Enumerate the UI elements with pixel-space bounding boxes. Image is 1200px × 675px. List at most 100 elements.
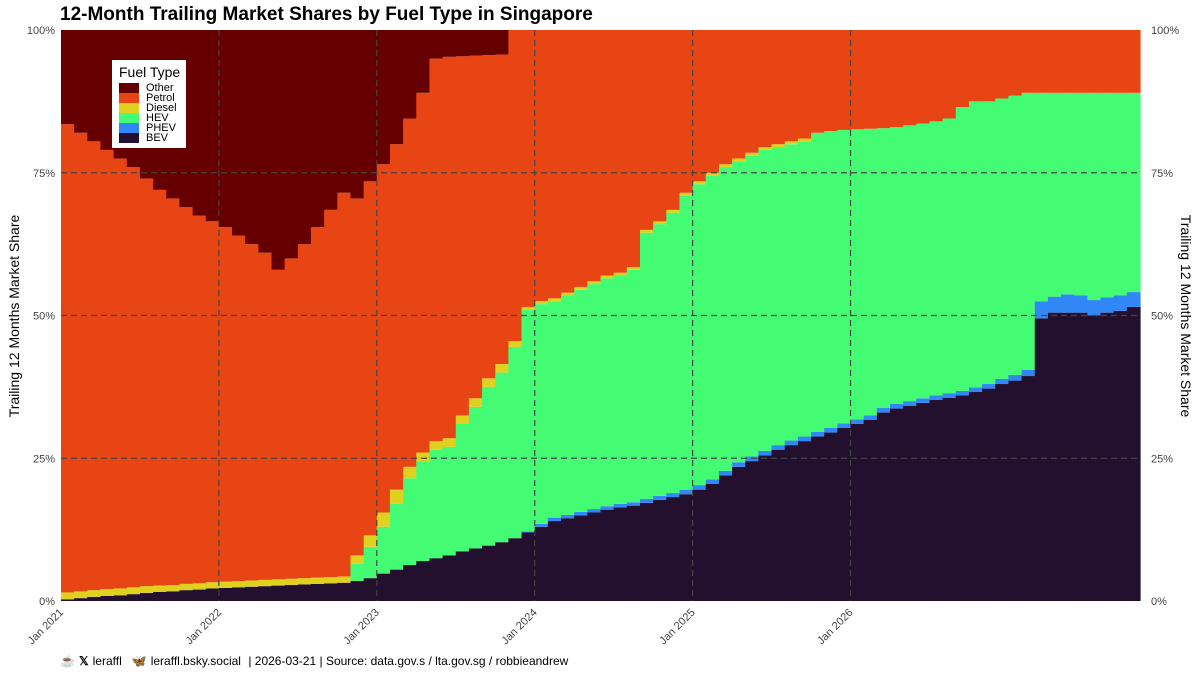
bar-phev-65: [916, 398, 931, 403]
bar-bev-66: [929, 400, 944, 601]
bar-diesel-18: [297, 578, 312, 585]
y-tick-left-2: 50%: [33, 311, 55, 323]
bar-hev-71: [995, 98, 1010, 379]
bar-other-13: [232, 30, 246, 236]
bar-phev-66: [929, 395, 944, 401]
bar-petrol-27: [416, 92, 431, 453]
legend-item-phev: PHEV: [119, 123, 180, 134]
legend: Fuel Type Other Petrol Diesel HEV PHEV BEV: [112, 60, 187, 148]
bar-bev-40: [587, 512, 602, 601]
y-tick-left-1: 25%: [33, 453, 55, 465]
bar-other-26: [403, 30, 417, 119]
bar-bev-47: [679, 494, 694, 601]
bar-petrol-71: [995, 30, 1010, 99]
bar-phev-48: [692, 485, 707, 490]
bar-hev-55: [784, 144, 799, 441]
bar-hev-47: [679, 195, 694, 490]
bar-bev-35: [521, 532, 536, 601]
bar-bev-28: [429, 558, 444, 601]
bar-diesel-6: [139, 586, 154, 593]
bar-other-18: [297, 30, 312, 245]
bar-diesel-4: [113, 588, 128, 596]
legend-swatch-bev: [119, 133, 139, 143]
bar-bev-6: [139, 593, 154, 601]
bar-bev-37: [547, 521, 562, 601]
bar-hev-67: [942, 118, 957, 394]
bar-petrol-70: [982, 30, 996, 102]
bar-bev-26: [403, 565, 417, 601]
bar-hev-44: [639, 232, 654, 499]
bar-diesel-23: [363, 535, 378, 547]
legend-items: Other Petrol Diesel HEV PHEV BEV: [119, 82, 180, 144]
bar-petrol-65: [916, 30, 931, 124]
bar-bev-30: [455, 551, 470, 601]
bar-hev-27: [416, 461, 431, 562]
bar-phev-78: [1087, 300, 1102, 316]
bar-bev-58: [824, 432, 838, 601]
y-tick-right-0: 0%: [1151, 596, 1167, 608]
bar-bev-46: [666, 497, 681, 601]
bar-petrol-42: [613, 30, 628, 273]
bar-petrol-68: [955, 30, 970, 108]
y-tick-right-1: 25%: [1151, 453, 1173, 465]
bar-bev-64: [903, 405, 917, 601]
bar-bev-5: [126, 594, 141, 601]
bar-hev-45: [653, 224, 667, 496]
bar-bev-8: [166, 591, 181, 601]
bar-phev-58: [824, 427, 838, 433]
legend-label-other: Other: [146, 82, 174, 94]
bar-diesel-5: [126, 587, 141, 595]
bar-other-33: [495, 30, 509, 55]
bar-bev-0: [61, 599, 75, 601]
bar-diesel-8: [166, 585, 181, 592]
bar-bev-16: [271, 585, 286, 601]
bar-phev-73: [1021, 369, 1036, 377]
bar-other-19: [311, 30, 325, 227]
bar-petrol-54: [771, 30, 786, 145]
legend-label-petrol: Petrol: [146, 92, 175, 104]
bar-hev-56: [797, 141, 812, 437]
bar-bev-74: [1034, 318, 1049, 601]
bar-other-31: [468, 30, 483, 56]
bar-hev-53: [758, 149, 773, 451]
bar-petrol-61: [863, 30, 878, 129]
bar-diesel-42: [613, 272, 628, 276]
bar-other-27: [416, 30, 431, 93]
bar-petrol-76: [1061, 30, 1075, 93]
bar-bev-73: [1021, 376, 1036, 601]
footer-handle-bsky: leraffl.bsky.social: [150, 654, 241, 668]
bar-phev-53: [758, 450, 773, 456]
bar-petrol-11: [205, 221, 220, 583]
bar-bev-45: [653, 499, 667, 601]
legend-title: Fuel Type: [119, 64, 181, 80]
bar-bev-79: [1100, 312, 1115, 601]
bar-bev-69: [968, 392, 983, 601]
bar-petrol-32: [482, 55, 496, 379]
bar-phev-40: [587, 509, 602, 513]
bar-diesel-54: [771, 144, 786, 148]
bar-bev-20: [324, 583, 338, 601]
bar-other-17: [284, 30, 299, 259]
bar-phev-51: [732, 462, 746, 467]
bar-hev-49: [705, 175, 720, 480]
bar-hev-80: [1113, 92, 1128, 296]
bar-petrol-7: [153, 189, 167, 586]
bar-petrol-23: [363, 181, 378, 536]
bar-hev-33: [495, 372, 509, 543]
bar-petrol-47: [679, 30, 694, 193]
bar-bev-29: [442, 555, 457, 601]
bar-phev-38: [561, 514, 575, 519]
bar-diesel-30: [455, 415, 470, 424]
bar-petrol-75: [1047, 30, 1062, 93]
bar-hev-72: [1008, 95, 1023, 375]
bar-hev-31: [468, 406, 483, 549]
bar-diesel-49: [705, 172, 720, 176]
legend-swatch-phev: [119, 123, 139, 133]
bar-phev-42: [613, 503, 628, 508]
bar-phev-80: [1113, 295, 1128, 311]
bar-bev-38: [561, 518, 575, 601]
butterfly-icon: 🦋: [131, 654, 147, 668]
bar-hev-50: [718, 167, 733, 471]
bar-bev-51: [732, 466, 746, 601]
bar-diesel-39: [574, 286, 588, 290]
